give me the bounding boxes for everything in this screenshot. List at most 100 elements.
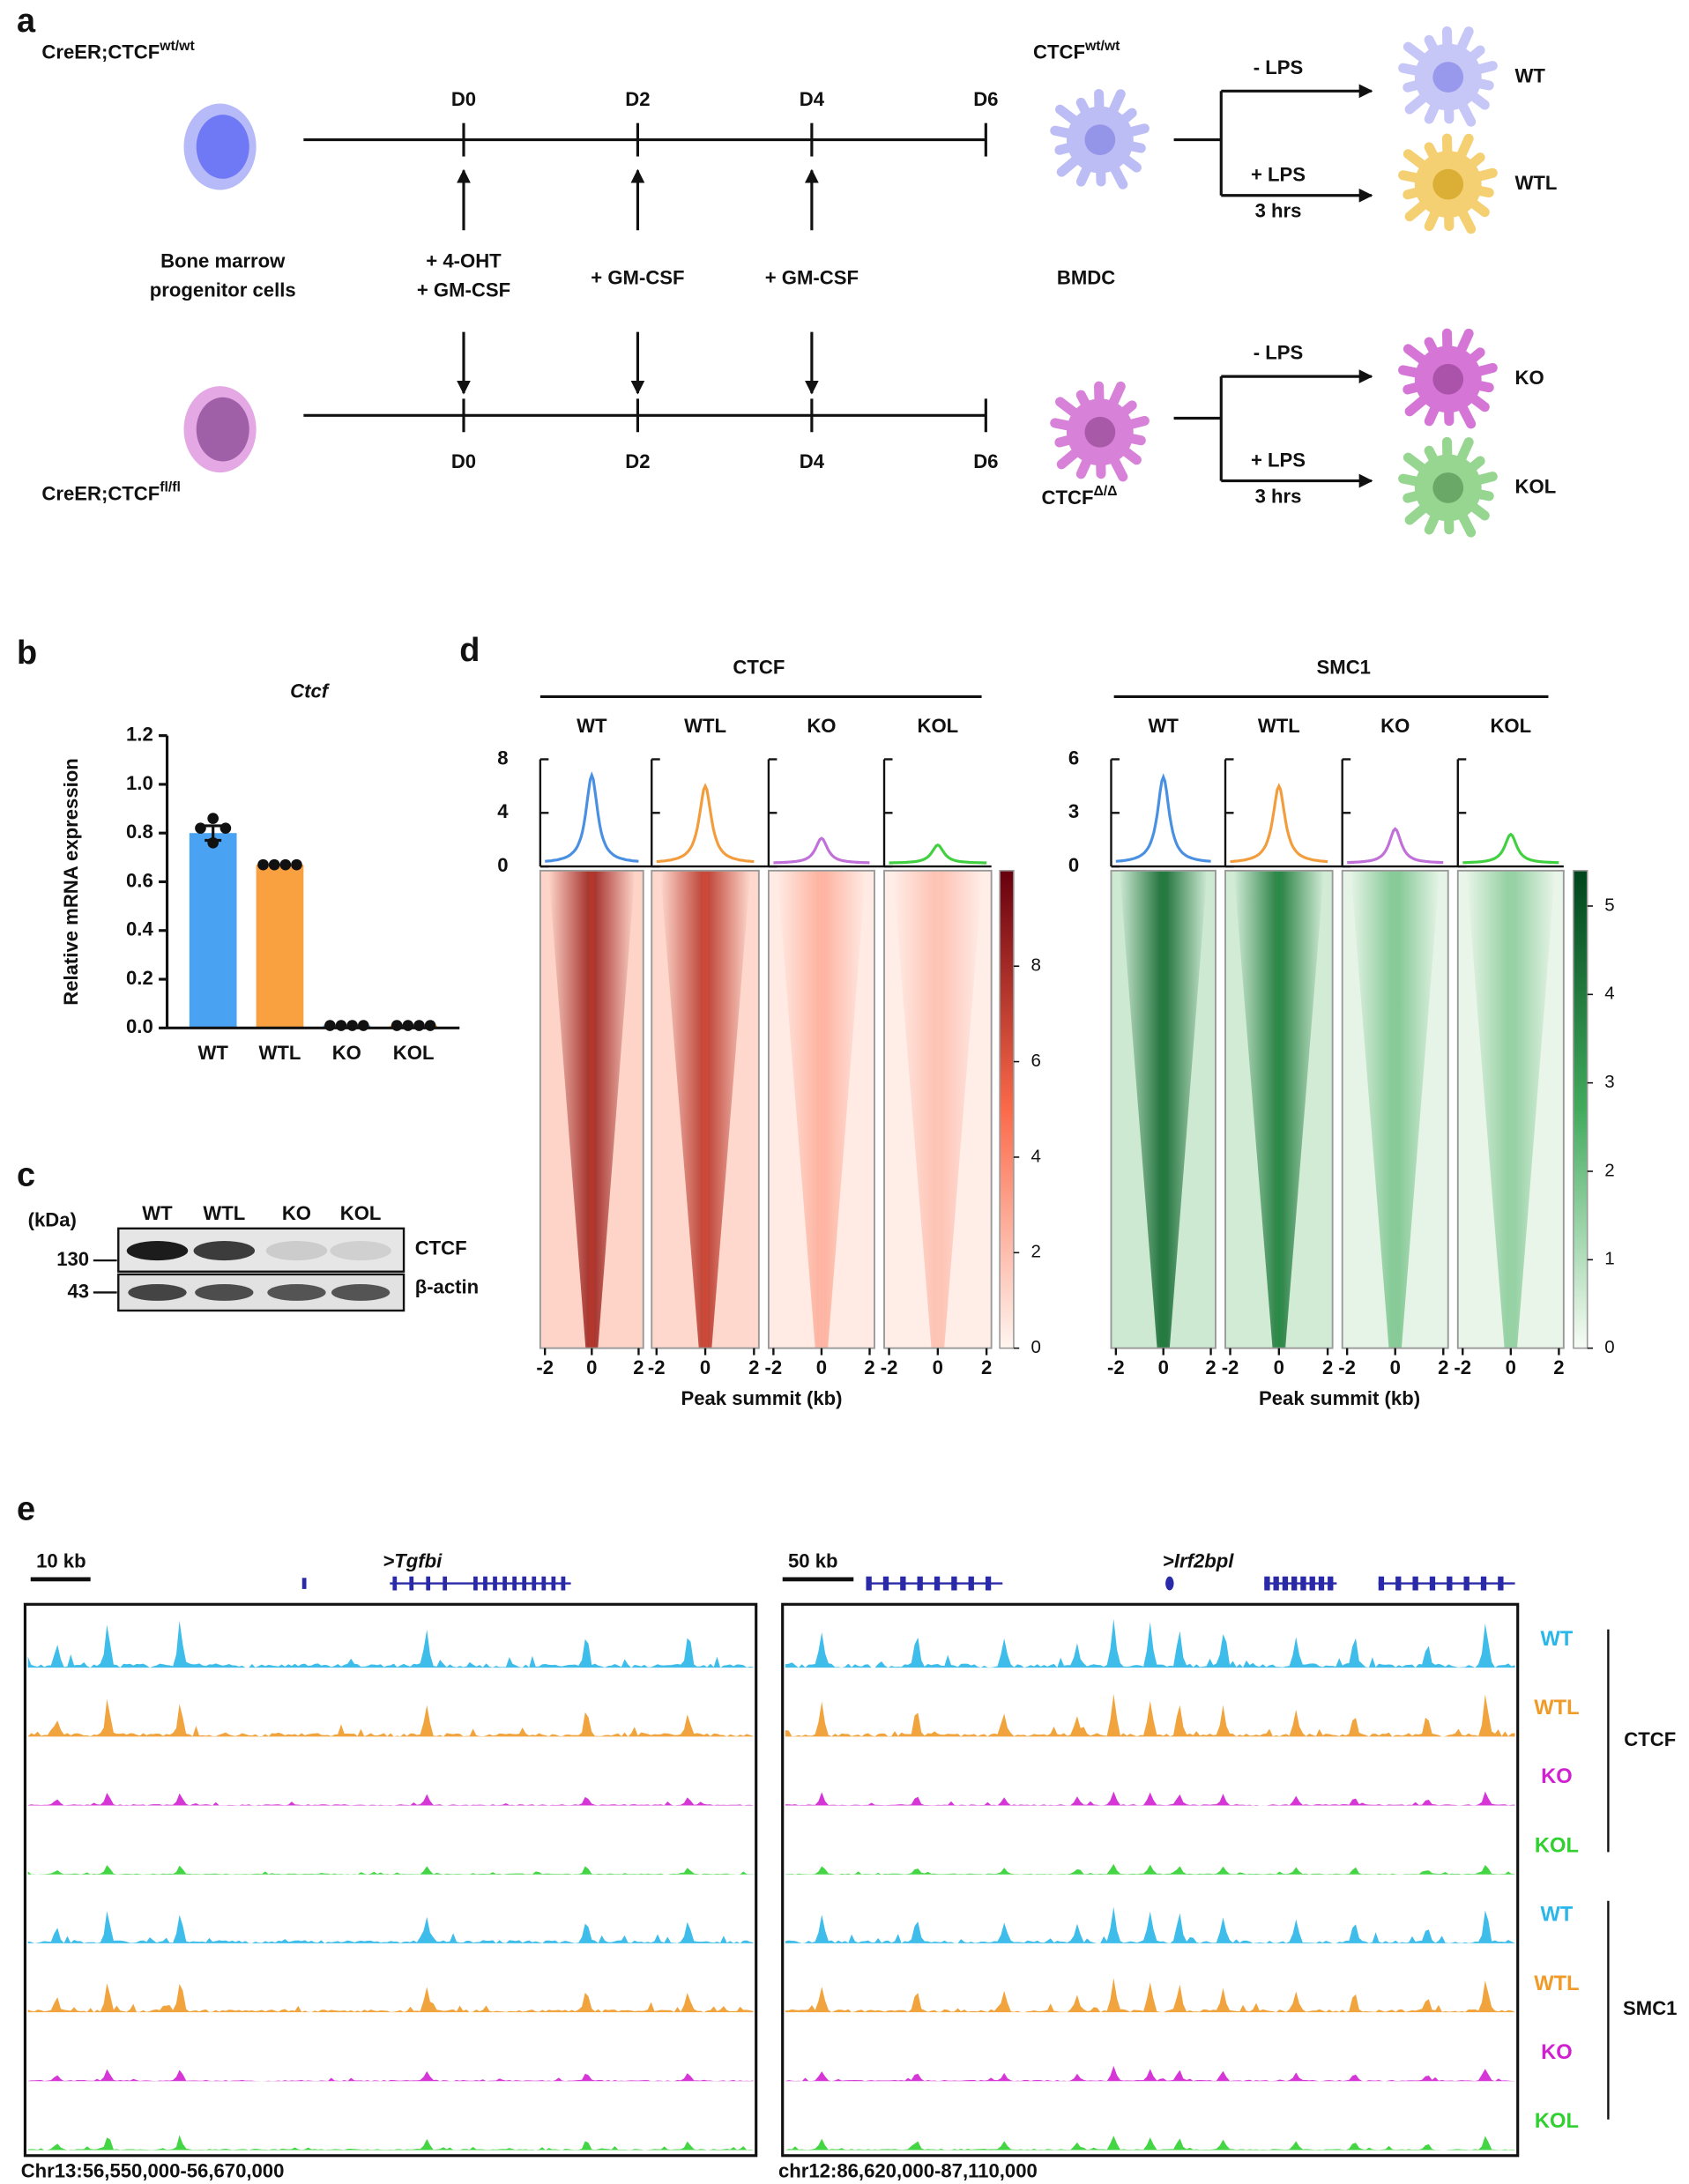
cell-nucleus xyxy=(1432,472,1464,503)
x-tick-label: -2 xyxy=(1107,1356,1125,1378)
day-label: D0 xyxy=(451,450,476,472)
point xyxy=(279,858,292,871)
exon xyxy=(1309,1576,1315,1591)
x-tick-label: WT xyxy=(197,1042,228,1064)
colorbar-label: 3 xyxy=(1604,1072,1614,1092)
point xyxy=(357,1020,369,1031)
profile-line xyxy=(773,836,870,865)
genotype-base: CTCF xyxy=(1033,41,1085,63)
colorbar-label: 1 xyxy=(1604,1249,1614,1269)
track-signal xyxy=(785,2136,1515,2151)
point xyxy=(424,1020,436,1031)
profile-line xyxy=(889,843,987,865)
scale-label: 50 kb xyxy=(788,1550,838,1572)
profile-line xyxy=(1115,773,1211,863)
genotype-base: CreER;CTCF xyxy=(41,41,160,63)
point xyxy=(219,822,232,834)
exon xyxy=(541,1576,547,1591)
colorbar-label: 0 xyxy=(1031,1337,1040,1357)
sample-label: KO xyxy=(807,715,836,737)
y-tick-label: 1.2 xyxy=(126,723,153,745)
track-signal xyxy=(27,1620,754,1668)
colorbar xyxy=(1573,870,1589,1349)
profile-line xyxy=(1347,827,1444,865)
genotype-sup: wt/wt xyxy=(159,39,195,54)
exon xyxy=(443,1576,448,1591)
x-tick-label: 2 xyxy=(1438,1356,1448,1378)
chart-title: Ctcf xyxy=(290,680,331,702)
x-tick-label: 0 xyxy=(816,1356,827,1378)
lane-label: WT xyxy=(142,1202,173,1224)
day-label: D6 xyxy=(973,88,998,110)
x-tick-label: KO xyxy=(332,1042,361,1064)
point xyxy=(207,813,219,824)
cell-nucleus xyxy=(1432,62,1464,93)
x-tick-label: -2 xyxy=(536,1356,554,1378)
treatment-label: + 4-OHT xyxy=(426,249,502,271)
heatmap-core xyxy=(1392,870,1398,1348)
exon xyxy=(1498,1576,1504,1591)
band xyxy=(267,1283,326,1301)
exon xyxy=(1429,1576,1436,1591)
point xyxy=(402,1020,414,1031)
cell-nucleus xyxy=(1432,363,1464,395)
track-label: KO xyxy=(1541,2041,1573,2064)
y-tick-label: 1.0 xyxy=(126,772,153,794)
exon xyxy=(917,1576,923,1591)
track-frame xyxy=(781,1602,1520,2158)
colorbar-label: 4 xyxy=(1604,984,1614,1004)
gene-label: >Tgfbi xyxy=(383,1550,443,1572)
duration-label: 3 hrs xyxy=(1255,200,1302,222)
x-tick-label: 2 xyxy=(1205,1356,1216,1378)
colorbar-label: 8 xyxy=(1031,955,1040,976)
x-axis-label: Peak summit (kb) xyxy=(1259,1387,1420,1409)
dendritic-cell xyxy=(1398,436,1498,538)
outcome-label: WT xyxy=(1515,64,1546,86)
dendritic-cell xyxy=(1398,26,1498,127)
track-signal xyxy=(27,1793,754,1806)
duration-label: 3 hrs xyxy=(1255,485,1302,507)
exon xyxy=(561,1576,566,1591)
group-title: CTCF xyxy=(733,657,785,679)
marker-label: 43 xyxy=(67,1280,89,1302)
exon xyxy=(1291,1576,1298,1591)
bar xyxy=(256,865,304,1029)
track-frame xyxy=(23,1602,758,2158)
exon xyxy=(301,1578,307,1589)
exon xyxy=(493,1576,497,1591)
exon xyxy=(882,1576,889,1591)
nucleus xyxy=(196,115,249,179)
exon xyxy=(1378,1576,1385,1591)
heatmap-core xyxy=(818,870,825,1348)
protein-label: β-actin xyxy=(415,1276,479,1298)
protein-label: CTCF xyxy=(415,1237,467,1259)
colorbar-label: 4 xyxy=(1031,1146,1040,1166)
panel-letter: e xyxy=(17,1490,35,1527)
y-tick-label: 0.0 xyxy=(126,1015,153,1037)
track-label: KO xyxy=(1541,1765,1573,1788)
point xyxy=(346,1020,358,1031)
treatment-label: + GM-CSF xyxy=(591,266,684,288)
x-tick-label: 0 xyxy=(586,1356,597,1378)
sample-label: WTL xyxy=(684,715,726,737)
y-axis-label: Relative mRNA expression xyxy=(60,758,82,1006)
day-label: D0 xyxy=(451,88,476,110)
point xyxy=(207,836,219,849)
track-signal xyxy=(27,2069,754,2082)
exon xyxy=(934,1576,941,1591)
genotype-label: CreER;CTCFwt/wt xyxy=(41,39,195,63)
band xyxy=(330,1241,391,1261)
exon xyxy=(1282,1576,1289,1591)
point xyxy=(257,858,269,871)
marker-label: 130 xyxy=(56,1248,89,1270)
lps-label: + LPS xyxy=(1251,449,1306,471)
x-tick-label: 2 xyxy=(864,1356,874,1378)
exon xyxy=(532,1576,537,1591)
x-axis-label: Peak summit (kb) xyxy=(681,1387,842,1409)
band xyxy=(128,1283,187,1301)
panel-letter: c xyxy=(17,1156,35,1193)
cell-nucleus xyxy=(1084,124,1116,155)
x-tick-label: -2 xyxy=(765,1356,783,1378)
band xyxy=(126,1241,189,1261)
x-tick-label: 2 xyxy=(1322,1356,1333,1378)
